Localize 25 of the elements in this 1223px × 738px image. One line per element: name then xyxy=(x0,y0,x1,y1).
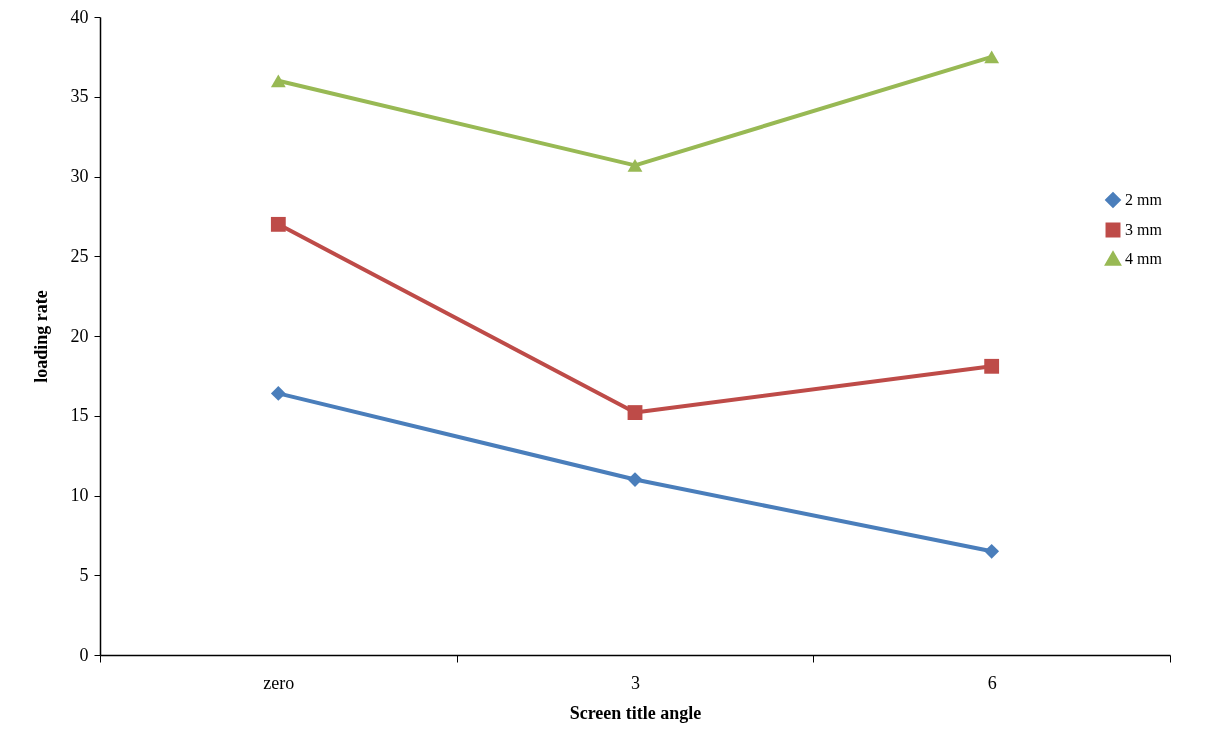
y-tick-label: 10 xyxy=(70,485,89,505)
legend-label: 4 mm xyxy=(1125,250,1163,267)
point xyxy=(270,216,286,232)
point xyxy=(984,543,1000,559)
y-axis-title: loading rate xyxy=(30,290,51,383)
y-tick-label: 35 xyxy=(70,86,89,107)
x-tick-label: zero xyxy=(263,672,295,693)
y-tick-label: 20 xyxy=(70,325,89,346)
point xyxy=(984,358,1000,374)
point xyxy=(627,158,643,172)
x-tick-label: 3 xyxy=(631,672,640,693)
point xyxy=(270,386,286,401)
point xyxy=(984,50,1000,64)
point xyxy=(270,74,286,88)
legend-label: 3 mm xyxy=(1125,221,1163,238)
y-tick-label: 25 xyxy=(70,245,89,266)
y-tick-label: 15 xyxy=(70,405,89,426)
legend-label: 2 mm xyxy=(1125,191,1163,208)
y-tick-label: 30 xyxy=(70,166,89,186)
x-axis-title: Screen title angle xyxy=(569,702,702,723)
y-tick-label: 5 xyxy=(79,564,89,585)
y-tick-label: 0 xyxy=(79,644,89,665)
y-tick-label: 40 xyxy=(70,6,89,27)
point xyxy=(627,405,643,420)
x-tick-label: 6 xyxy=(987,672,997,693)
